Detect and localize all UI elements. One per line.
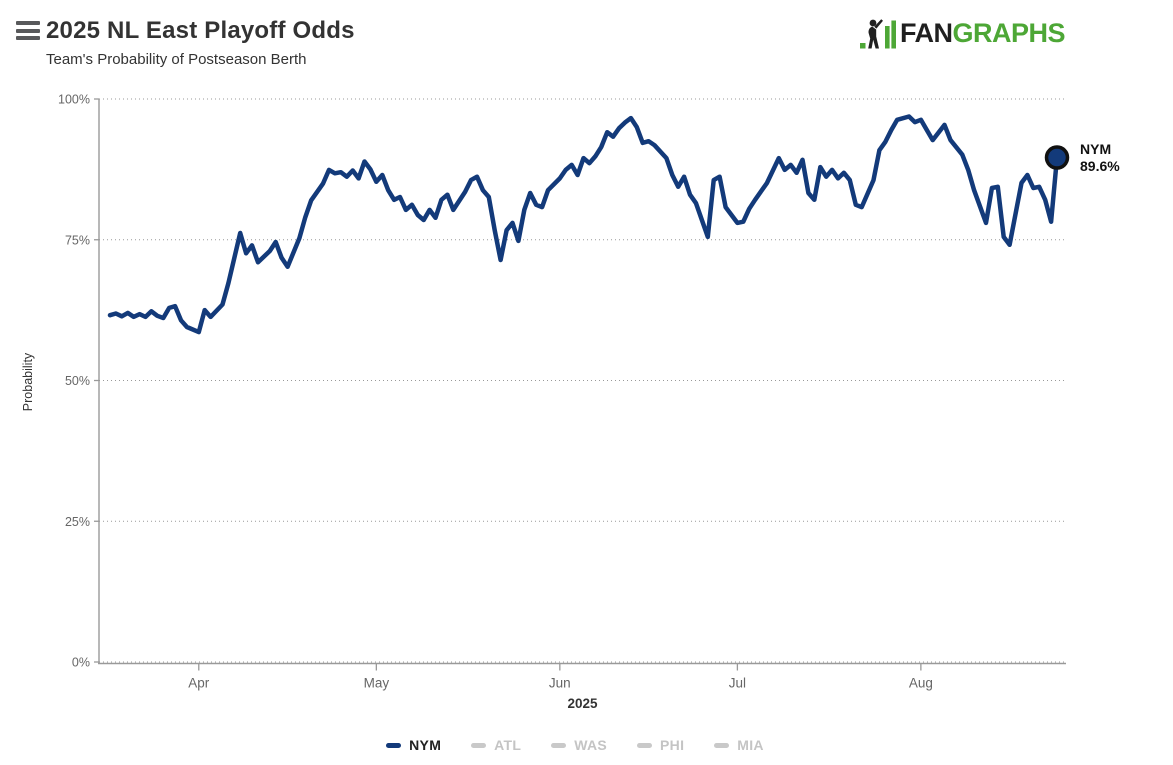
legend-item-mia[interactable]: MIA — [714, 737, 764, 753]
legend-swatch-mia — [714, 742, 730, 748]
x-tick-label: Aug — [909, 676, 933, 691]
axes — [98, 99, 1066, 665]
x-tick-label: May — [364, 676, 390, 691]
legend-item-nym[interactable]: NYM — [386, 737, 441, 753]
menu-icon[interactable] — [16, 21, 41, 42]
fangraphs-logo[interactable]: FANGRAPHS — [859, 16, 1065, 50]
legend-swatch-phi — [637, 742, 653, 748]
series-end-label-value: 89.6% — [1080, 158, 1120, 174]
menu-icon-bar — [16, 21, 40, 25]
series-legend: NYM ATL WAS PHI MIA — [0, 737, 1150, 753]
series-end-label: NYM 89.6% — [1080, 141, 1120, 175]
nym-series-line — [107, 114, 1060, 335]
legend-item-atl[interactable]: ATL — [471, 737, 521, 753]
legend-label: ATL — [494, 737, 522, 753]
legend-label: MIA — [737, 737, 764, 753]
legend-swatch-atl — [471, 742, 487, 748]
legend-label: PHI — [660, 737, 685, 753]
legend-label: NYM — [409, 737, 442, 753]
y-tick-label: 0% — [72, 656, 90, 670]
legend-label: WAS — [574, 737, 608, 753]
x-axis-tick-labels: Apr May Jun Jul Aug — [188, 663, 933, 691]
y-tick-label: 75% — [65, 233, 90, 247]
y-tick-label: 50% — [65, 374, 90, 388]
legend-swatch-nym — [386, 742, 402, 748]
y-tick-label: 25% — [65, 515, 90, 529]
chart-title: 2025 NL East Playoff Odds — [46, 17, 355, 44]
y-axis-tick-labels: 0% 25% 50% 75% 100% — [58, 93, 90, 670]
x-tick-label: Jun — [549, 676, 571, 691]
menu-icon-bar — [16, 28, 40, 33]
x-tick-label: Jul — [729, 676, 746, 691]
nym-endpoint-marker — [1044, 145, 1070, 170]
legend-swatch-was — [551, 742, 567, 748]
legend-item-phi[interactable]: PHI — [637, 737, 684, 753]
x-tick-label: Apr — [188, 676, 210, 691]
y-tick-label: 100% — [58, 93, 90, 107]
legend-item-was[interactable]: WAS — [551, 737, 607, 753]
x-axis-title: 2025 — [567, 696, 598, 711]
y-gridlines — [94, 98, 1066, 663]
chart-subtitle: Team's Probability of Postseason Berth — [46, 51, 307, 68]
fangraphs-batter-icon — [859, 18, 896, 48]
series-end-label-team: NYM — [1080, 141, 1112, 157]
playoff-odds-chart[interactable]: 0% 25% 50% 75% 100% Apr May Jun Jul Aug — [0, 0, 1173, 732]
logo-text-graphs: GRAPHS — [952, 18, 1065, 48]
y-axis-title: Probability — [21, 352, 35, 412]
menu-icon-bar — [16, 36, 40, 40]
logo-text-fan: FAN — [899, 18, 953, 48]
